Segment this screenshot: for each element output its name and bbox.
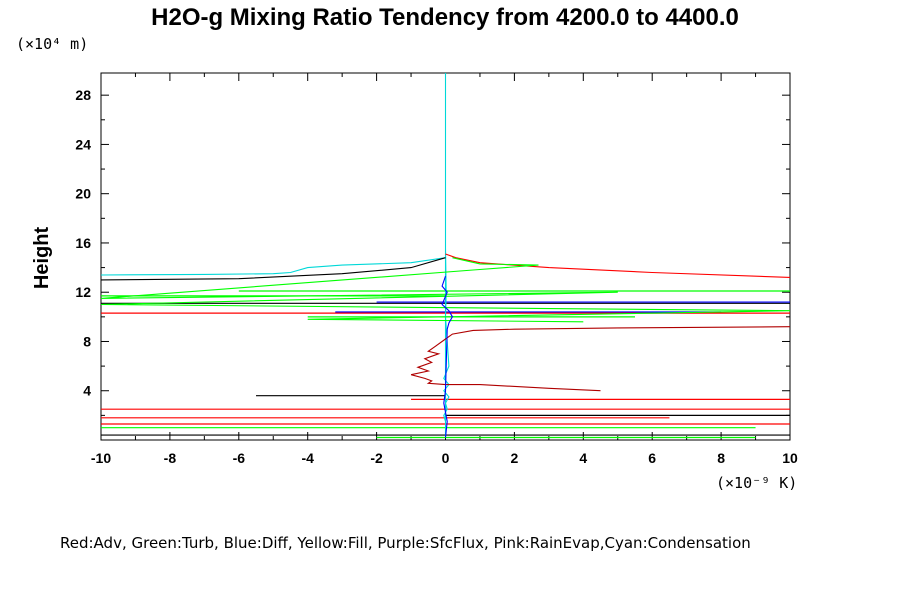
y-tick-label: 28	[75, 87, 91, 103]
series-line	[441, 276, 454, 438]
x-tick-label: 4	[579, 450, 587, 466]
x-tick-label: 10	[782, 450, 798, 466]
x-tick-label: -10	[91, 450, 111, 466]
x-tick-label: -2	[370, 450, 383, 466]
y-tick-label: 8	[83, 333, 91, 349]
legend-text: Red:Adv, Green:Turb, Blue:Diff, Yellow:F…	[60, 534, 751, 552]
x-tick-label: 6	[648, 450, 656, 466]
chart-title: H2O-g Mixing Ratio Tendency from 4200.0 …	[151, 4, 739, 31]
y-axis-label: Height	[31, 227, 53, 290]
y-tick-label: 12	[75, 284, 91, 300]
series-line	[100, 257, 446, 281]
y-tick-label: 4	[83, 383, 91, 399]
series-line	[410, 326, 791, 392]
series-line	[100, 257, 791, 323]
x-tick-label: 0	[442, 450, 450, 466]
y-tick-label: 20	[75, 186, 91, 202]
y-axis-multiplier: (×10⁴ m)	[16, 35, 88, 53]
series-line	[100, 73, 450, 437]
x-axis-multiplier: (×10⁻⁹ K)	[716, 474, 797, 492]
y-tick-label: 24	[75, 136, 91, 152]
y-tick-label: 16	[75, 235, 91, 251]
series-line	[445, 253, 791, 278]
x-tick-label: -8	[164, 450, 177, 466]
x-tick-label: -6	[233, 450, 246, 466]
series-layer	[100, 73, 791, 439]
x-tick-label: -4	[301, 450, 314, 466]
x-tick-label: 8	[717, 450, 725, 466]
x-tick-label: 2	[511, 450, 519, 466]
